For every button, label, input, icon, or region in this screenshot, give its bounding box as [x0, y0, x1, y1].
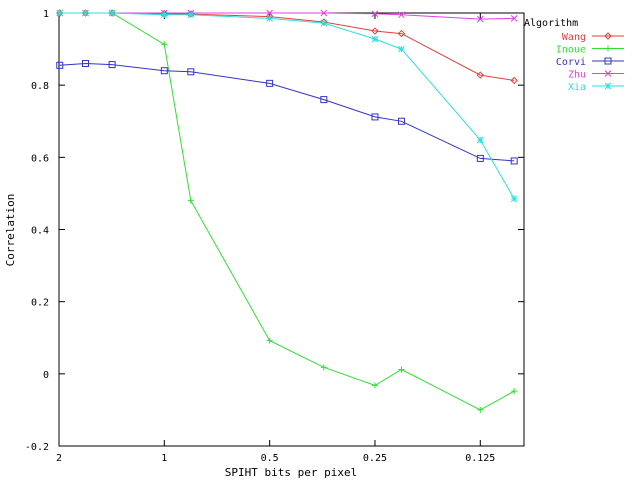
data-point-xia — [371, 35, 379, 43]
data-point-corvi — [371, 113, 379, 121]
data-point-zhu — [266, 9, 273, 17]
data-point-inoue — [371, 382, 378, 389]
y-tick-label: 0.6 — [31, 153, 49, 164]
data-point-inoue — [511, 388, 518, 395]
data-point-wang — [371, 27, 379, 35]
data-point-zhu — [371, 10, 379, 18]
plot-frame — [58, 12, 525, 447]
legend-marker-inoue — [605, 45, 611, 52]
x-tick-label: 0.5 — [261, 453, 279, 464]
series-line-inoue — [59, 12, 515, 411]
data-point-zhu — [398, 11, 405, 19]
data-point-xia — [510, 195, 518, 203]
series-lines — [56, 9, 518, 413]
data-point-corvi — [397, 117, 405, 125]
y-tick-label: 0.8 — [31, 81, 49, 92]
legend-label-zhu: Zhu — [568, 70, 586, 81]
axes: 1 0.8 0.6 0.4 0.2 0 -0.2 2 1 0.5 0.25 0.125 — [25, 9, 525, 464]
data-point-corvi — [160, 67, 168, 75]
y-tick-label: -0.2 — [25, 442, 49, 453]
data-point-inoue — [477, 406, 484, 413]
data-point-zhu — [476, 15, 484, 23]
x-tick-label: 2 — [56, 453, 62, 464]
x-tick-label: 0.125 — [465, 453, 495, 464]
legend-entry-inoue: Inoue — [556, 45, 624, 56]
legend-entry-xia: Xia — [568, 82, 624, 93]
legend-entry-wang: Wang — [562, 32, 624, 43]
data-point-xia — [320, 19, 328, 27]
data-point-xia — [398, 45, 405, 53]
data-point-zhu — [510, 15, 518, 22]
data-point-inoue — [187, 197, 194, 204]
series-line-corvi — [59, 62, 515, 162]
legend-entry-corvi: Corvi — [556, 57, 624, 68]
y-tick-label: 0.2 — [31, 298, 49, 309]
data-point-inoue — [398, 366, 405, 373]
data-point-xia — [160, 11, 168, 19]
x-tick-label: 1 — [161, 453, 167, 464]
legend-title: Algorithm — [524, 18, 578, 29]
legend-label-wang: Wang — [562, 32, 586, 43]
data-point-xia — [187, 11, 195, 19]
legend-marker-xia — [604, 82, 612, 90]
data-point-zhu — [320, 9, 328, 17]
data-point-inoue — [320, 364, 327, 371]
data-point-wang — [510, 76, 518, 85]
series-corvi — [56, 60, 518, 165]
data-point-corvi — [81, 60, 89, 68]
data-point-xia — [266, 15, 273, 22]
data-point-xia — [476, 136, 484, 144]
data-point-wang — [476, 71, 484, 79]
data-point-corvi — [108, 61, 116, 69]
data-point-xia — [56, 9, 64, 17]
legend-marker-zhu — [604, 70, 612, 77]
x-tick-label: 0.25 — [363, 453, 387, 464]
data-point-inoue — [161, 41, 168, 48]
legend-label-xia: Xia — [568, 82, 586, 93]
series-line-xia — [59, 12, 515, 200]
y-tick-label: 1 — [43, 9, 49, 20]
legend-marker-corvi — [604, 57, 612, 65]
data-point-corvi — [510, 157, 518, 165]
data-point-wang — [397, 29, 406, 38]
y-tick-label: 0 — [43, 370, 49, 381]
data-point-corvi — [187, 68, 195, 76]
data-point-corvi — [320, 96, 328, 104]
y-axis-title: Correlation — [4, 194, 17, 267]
legend-label-corvi: Corvi — [556, 57, 586, 68]
legend-entry-zhu: Zhu — [568, 70, 624, 81]
data-point-xia — [82, 9, 89, 17]
x-axis-title: SPIHT bits per pixel — [225, 466, 357, 479]
data-point-inoue — [266, 337, 273, 344]
series-inoue — [56, 10, 518, 413]
series-xia — [56, 9, 518, 203]
legend-label-inoue: Inoue — [556, 45, 586, 56]
legend-marker-wang — [604, 32, 612, 40]
data-point-corvi — [56, 61, 64, 69]
data-point-corvi — [476, 154, 484, 162]
data-point-xia — [108, 9, 116, 17]
y-tick-label: 0.4 — [31, 226, 49, 237]
data-point-corvi — [266, 79, 274, 87]
series-line-wang — [59, 12, 515, 81]
